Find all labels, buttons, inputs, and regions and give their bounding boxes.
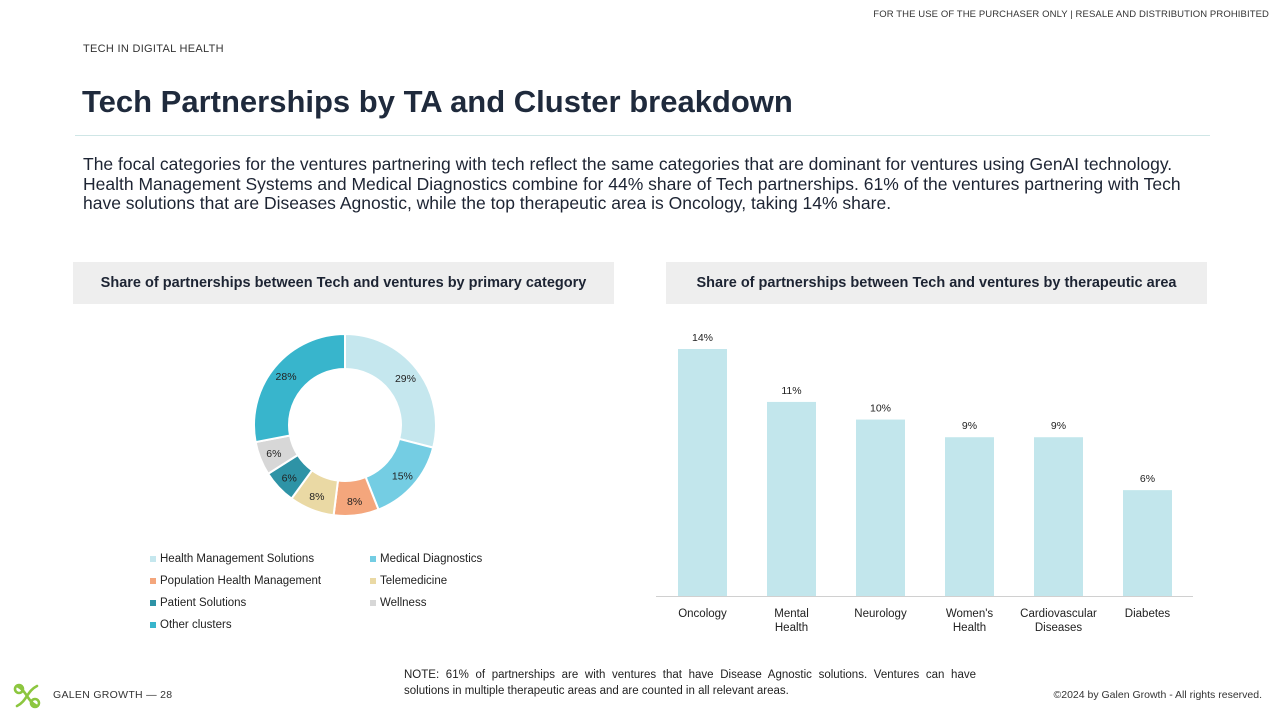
donut-legend: Health Management Solutions Medical Diagn… [150, 551, 510, 632]
legend-item-5: Wellness [370, 595, 510, 610]
donut-chart-title: Share of partnerships between Tech and v… [100, 275, 587, 291]
bar-chart: 14% Oncology 11% Mental Health 10% Neurology 9%… [656, 332, 1193, 634]
bar-1 [767, 401, 816, 596]
disclaimer-text: FOR THE USE OF THE PURCHASER ONLY | RESA… [873, 9, 1269, 20]
legend-swatch-6 [150, 621, 156, 628]
legend-item-2: Population Health Management [150, 573, 370, 588]
bar-4 [1034, 437, 1083, 596]
bar-chart-title: Share of partnerships between Tech and v… [696, 275, 1177, 291]
donut-slice-label-6: 28% [276, 371, 297, 383]
donut-slice-label-2: 8% [347, 496, 362, 508]
bar-value-label-1: 11% [781, 385, 801, 397]
page-title: Tech Partnerships by TA and Cluster brea… [82, 84, 793, 119]
legend-swatch-0 [150, 555, 156, 562]
bar-3 [945, 437, 994, 596]
bar-value-label-4: 9% [1051, 420, 1066, 432]
donut-chart-header: Share of partnerships between Tech and v… [73, 262, 614, 304]
footer-copyright: ©2024 by Galen Growth - All rights reser… [1053, 689, 1263, 701]
bar-category-label-0: Oncology [678, 608, 727, 620]
legend-item-6: Other clusters [150, 617, 370, 632]
legend-label-3: Telemedicine [380, 574, 448, 587]
bar-value-label-5: 6% [1140, 473, 1155, 485]
bar-category-label-5: Diabetes [1125, 608, 1171, 620]
donut-slice-label-4: 6% [282, 472, 297, 484]
galen-growth-logo-icon [13, 683, 41, 709]
bar-value-label-3: 9% [962, 420, 977, 432]
legend-swatch-1 [370, 555, 376, 562]
legend-swatch-4 [150, 599, 156, 606]
donut-slice-label-5: 6% [266, 448, 281, 460]
legend-item-4: Patient Solutions [150, 595, 370, 610]
bar-category-label-2: Neurology [854, 608, 907, 620]
bar-category-label-3: Women's Health [946, 608, 994, 634]
bar-value-label-2: 10% [870, 403, 891, 415]
legend-label-2: Population Health Management [160, 574, 322, 587]
donut-slice-6 [253, 332, 346, 444]
legend-label-0: Health Management Solutions [160, 552, 315, 565]
section-label: TECH IN DIGITAL HEALTH [83, 43, 224, 55]
bar-2 [856, 419, 905, 596]
bar-category-label-4: Cardiovascular Diseases [1020, 608, 1097, 634]
legend-swatch-2 [150, 577, 156, 584]
legend-label-6: Other clusters [160, 618, 232, 631]
donut-slice-label-3: 8% [309, 491, 324, 503]
legend-item-0: Health Management Solutions [150, 551, 370, 566]
donut-slice-0 [344, 332, 437, 449]
bar-5 [1123, 490, 1172, 596]
title-divider [75, 135, 1210, 136]
legend-label-4: Patient Solutions [160, 596, 247, 609]
intro-paragraph: The focal categories for the ventures pa… [83, 154, 1181, 213]
donut-slice-label-0: 29% [395, 373, 416, 385]
legend-swatch-5 [370, 599, 376, 606]
bar-chart-header: Share of partnerships between Tech and v… [666, 262, 1207, 304]
bar-category-label-1: Mental Health [774, 608, 809, 634]
legend-item-3: Telemedicine [370, 573, 510, 588]
footer-brand: GALEN GROWTH — 28 [53, 689, 173, 701]
donut-slice-label-1: 15% [392, 471, 413, 483]
legend-swatch-3 [370, 577, 376, 584]
legend-label-5: Wellness [380, 596, 427, 609]
legend-label-1: Medical Diagnostics [380, 552, 483, 565]
legend-item-1: Medical Diagnostics [370, 551, 510, 566]
bar-0 [678, 349, 727, 596]
donut-chart: 29% 15% 8% 8% 6%6% 28% [253, 332, 437, 517]
bar-value-label-0: 14% [692, 332, 713, 344]
footnote: NOTE: 61% of partnerships are with ventu… [404, 669, 976, 697]
